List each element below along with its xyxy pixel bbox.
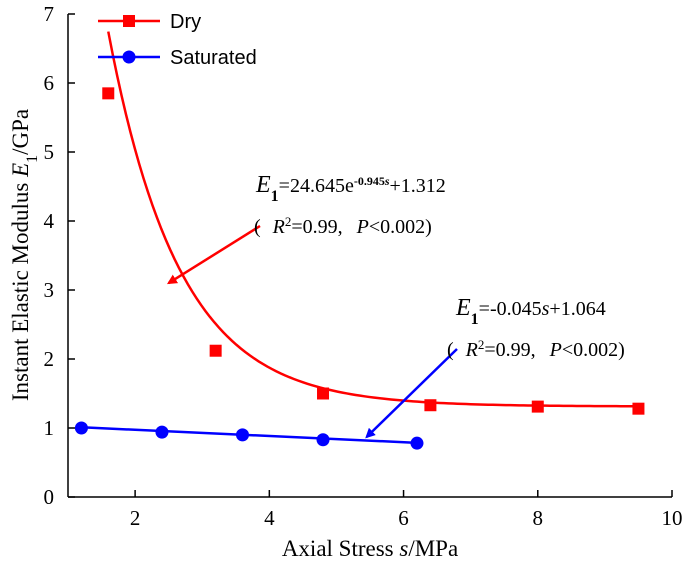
dry-data-point (632, 402, 645, 415)
y-tick-label: 6 (44, 71, 55, 95)
dry-fit-statistics: (R2=0.99, P<0.002) (254, 214, 432, 239)
legend-saturated-marker (122, 50, 136, 64)
y-tick-label: 2 (44, 347, 55, 371)
dry-fit-curve (107, 31, 639, 408)
dry-equation-arrow (166, 224, 261, 285)
dry-data-point (209, 344, 222, 357)
x-tick-label: 2 (130, 506, 141, 530)
y-tick-label: 7 (44, 2, 55, 26)
x-tick-label: 8 (533, 506, 544, 530)
saturated-fit-equation: E1=-0.045s+1.064 (455, 295, 606, 328)
x-tick-label: 4 (264, 506, 275, 530)
dry-data-point (317, 387, 330, 400)
saturated-data-point (316, 433, 330, 447)
legend-dry-label: Dry (170, 11, 201, 33)
dry-fit-equation: E1=24.645e-0.945s+1.312 (255, 172, 446, 205)
saturated-data-point (235, 428, 249, 442)
x-axis-title: Axial Stress s/MPa (282, 536, 458, 561)
y-tick-label: 5 (44, 140, 55, 164)
saturated-equation-arrow (365, 348, 458, 439)
dry-data-point (424, 399, 437, 412)
y-tick-label: 1 (44, 416, 55, 440)
legend-saturated-label: Saturated (170, 47, 257, 69)
legend: Dry Saturated (98, 11, 257, 69)
legend-dry-marker (123, 15, 135, 27)
saturated-data-point (155, 425, 169, 439)
y-tick-label: 0 (44, 485, 55, 509)
y-tick-label: 4 (44, 209, 55, 233)
y-axis-title: Instant Elastic Modulus E1/GPa (8, 109, 41, 401)
x-tick-label: 10 (662, 506, 683, 530)
x-tick-label: 6 (398, 506, 409, 530)
saturated-fit-line (81, 426, 418, 445)
dry-data-point (531, 400, 544, 413)
y-tick-label: 3 (44, 278, 55, 302)
saturated-data-point (74, 421, 88, 435)
saturated-data-point (410, 436, 424, 450)
dry-data-point (102, 87, 115, 100)
saturated-fit-statistics: (R2=0.99, P<0.002) (447, 337, 625, 362)
